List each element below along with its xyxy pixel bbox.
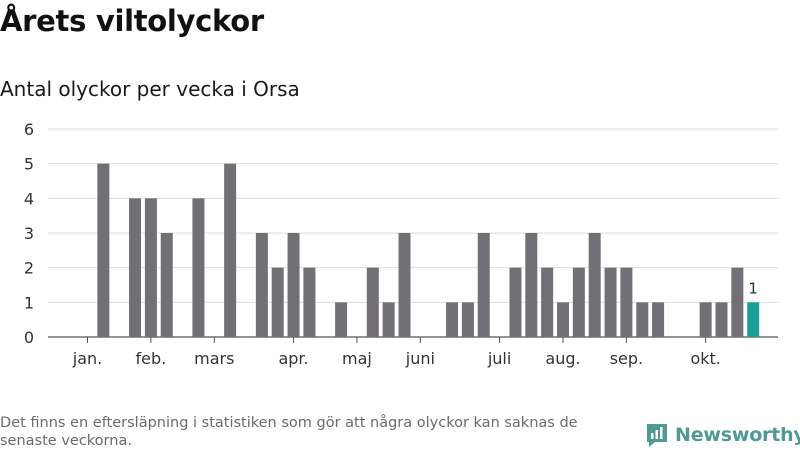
bar xyxy=(509,267,522,337)
bar xyxy=(541,267,554,337)
x-tick-label: juni xyxy=(405,349,435,368)
y-tick-label: 5 xyxy=(24,155,34,174)
chart-title: Årets viltolyckor xyxy=(0,4,264,38)
y-tick-label: 2 xyxy=(24,259,34,278)
bar xyxy=(715,302,728,337)
y-tick-label: 6 xyxy=(24,120,34,139)
x-axis-ticks: jan. feb. mars apr. maj juni juli aug. sep. okt. xyxy=(72,337,721,368)
bar xyxy=(144,198,157,337)
bar xyxy=(398,233,411,337)
x-tick-label: jan. xyxy=(72,349,102,368)
bar-chart: 0 1 2 3 4 5 6 1 jan. feb. mars apr. maj juni juli aug… xyxy=(24,120,778,368)
x-tick-label: aug. xyxy=(545,349,580,368)
x-tick-label: juli xyxy=(487,349,511,368)
bar xyxy=(271,267,284,337)
bar xyxy=(224,163,237,337)
chart-bars-logo-icon xyxy=(647,424,667,447)
x-tick-label: sep. xyxy=(610,349,643,368)
bar xyxy=(525,233,538,337)
y-axis-ticks: 0 1 2 3 4 5 6 xyxy=(24,120,34,347)
data-labels: 1 xyxy=(748,279,758,297)
brand-logo[interactable]: Newsworthy xyxy=(645,420,800,450)
bar xyxy=(97,163,110,337)
bar xyxy=(652,302,665,337)
y-tick-label: 1 xyxy=(24,293,34,312)
bar xyxy=(557,302,569,337)
footnote: Det finns en eftersläpning i statistiken… xyxy=(0,415,578,449)
x-tick-label: okt. xyxy=(690,349,720,368)
y-tick-label: 4 xyxy=(24,189,34,208)
bars xyxy=(97,163,760,337)
bar xyxy=(129,198,142,337)
bar xyxy=(477,233,490,337)
bar-highlighted xyxy=(747,302,760,337)
bar xyxy=(731,267,744,337)
bar xyxy=(446,302,459,337)
bar xyxy=(588,233,601,337)
brand-name: Newsworthy xyxy=(675,424,800,446)
bar xyxy=(604,267,617,337)
bar xyxy=(366,267,379,337)
x-tick-label: apr. xyxy=(278,349,308,368)
x-tick-label: maj xyxy=(342,349,372,368)
bar xyxy=(382,302,395,337)
bar xyxy=(287,233,300,337)
data-label: 1 xyxy=(748,279,758,297)
bar xyxy=(461,302,474,337)
bar xyxy=(303,267,316,337)
bar xyxy=(255,233,268,337)
grid-lines xyxy=(48,128,778,338)
chart-subtitle: Antal olyckor per vecka i Orsa xyxy=(0,77,300,101)
bar xyxy=(699,302,712,337)
y-tick-label: 3 xyxy=(24,224,34,243)
x-tick-label: mars xyxy=(194,349,234,368)
bar xyxy=(160,233,173,337)
bar xyxy=(636,302,649,337)
x-tick-label: feb. xyxy=(136,349,167,368)
bar xyxy=(335,302,348,337)
bar xyxy=(572,267,585,337)
bar xyxy=(620,267,633,337)
y-tick-label: 0 xyxy=(24,328,34,347)
bar xyxy=(192,198,205,337)
